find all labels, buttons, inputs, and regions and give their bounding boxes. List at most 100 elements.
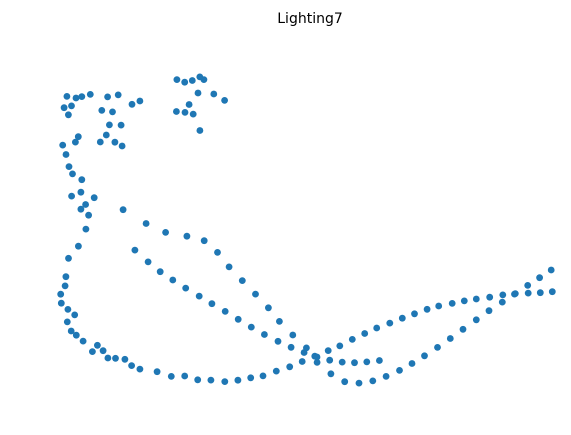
scatter-point: [142, 220, 150, 227]
scatter-point: [131, 246, 139, 254]
scatter-point: [195, 292, 203, 300]
scatter-point: [57, 299, 65, 307]
scatter-point: [77, 205, 85, 213]
scatter-point: [99, 347, 107, 355]
scatter-point: [119, 206, 127, 214]
scatter-point: [78, 93, 86, 100]
scatter-point: [188, 77, 196, 84]
scatter-point: [200, 237, 208, 245]
scatter-point: [104, 354, 112, 362]
scatter-point: [65, 254, 72, 262]
scatter-point: [326, 356, 334, 364]
scatter-point: [94, 341, 101, 349]
scatter-point: [234, 376, 242, 384]
scatter-point: [65, 111, 72, 119]
scatter-point: [185, 101, 193, 108]
scatter-point: [221, 308, 229, 315]
scatter-point: [448, 300, 456, 307]
scatter-point: [194, 376, 202, 384]
scatter-point: [173, 108, 180, 115]
scatter-point: [472, 295, 480, 303]
scatter-point: [74, 133, 82, 141]
scatter-point: [98, 107, 106, 114]
scatter-point: [272, 367, 280, 375]
scatter-point: [71, 311, 79, 319]
scatter-point: [69, 170, 76, 178]
scatter-point: [72, 94, 80, 102]
scatter-point: [300, 349, 308, 356]
scatter-point: [82, 201, 89, 208]
scatter-point: [376, 357, 383, 364]
scatter-point: [106, 121, 113, 129]
scatter-point: [189, 110, 197, 118]
scatter-point: [355, 379, 363, 387]
scatter-point: [348, 336, 356, 343]
scatter-point: [259, 372, 267, 380]
scatter-point: [194, 89, 202, 97]
scatter-point: [61, 282, 69, 290]
scatter-point: [460, 297, 468, 305]
scatter-point: [114, 91, 122, 99]
scatter-point: [221, 378, 229, 385]
scatter-point: [361, 330, 369, 337]
scatter-point: [75, 242, 82, 250]
scatter-points: [57, 73, 556, 387]
scatter-point: [111, 138, 119, 146]
scatter-point: [351, 359, 358, 367]
scatter-point: [396, 367, 403, 374]
scatter-point: [434, 344, 441, 351]
scatter-point: [336, 342, 344, 350]
scatter-point: [156, 268, 164, 276]
scatter-point: [324, 347, 332, 354]
scatter-point: [63, 93, 71, 100]
scatter-point: [536, 289, 544, 297]
scatter-point: [411, 310, 418, 318]
scatter-point: [265, 304, 272, 312]
scatter-point: [363, 358, 371, 366]
scatter-point: [62, 151, 70, 158]
scatter-point: [247, 323, 255, 331]
scatter-point: [128, 362, 136, 369]
scatter-point: [136, 97, 144, 105]
scatter-point: [274, 337, 282, 345]
scatter-point: [225, 263, 233, 271]
scatter-point: [298, 358, 306, 365]
scatter-point: [72, 138, 79, 146]
scatter-point: [221, 97, 229, 104]
scatter-point: [121, 355, 129, 363]
scatter-point: [498, 298, 506, 306]
scatter-point: [511, 290, 519, 297]
scatter-point: [276, 318, 283, 325]
scatter-point: [109, 108, 116, 116]
scatter-point: [59, 141, 67, 149]
scatter-point: [286, 363, 294, 371]
scatter-point: [162, 229, 170, 236]
scatter-point: [234, 315, 242, 323]
scatter-point: [247, 374, 255, 382]
scatter-point: [341, 378, 349, 386]
scatter-point: [72, 331, 80, 339]
scatter-point: [183, 232, 191, 240]
scatter-point: [536, 274, 543, 282]
scatter-point: [196, 127, 204, 134]
scatter-point: [89, 348, 96, 355]
scatter-point: [214, 249, 221, 256]
scatter-point: [136, 365, 144, 373]
scatter-point: [287, 343, 295, 351]
scatter-point: [79, 337, 87, 345]
scatter-point: [182, 284, 190, 292]
scatter-point: [102, 131, 110, 139]
scatter-point: [398, 314, 406, 322]
scatter-point: [63, 318, 71, 326]
scatter-point: [67, 327, 75, 335]
chart-title: Lighting7: [277, 11, 343, 27]
scatter-point: [117, 121, 125, 129]
scatter-point: [459, 325, 467, 333]
scatter-point: [369, 377, 377, 385]
scatter-point: [524, 282, 532, 289]
scatter-point: [313, 353, 321, 361]
scatter-point: [382, 373, 390, 380]
scatter-point: [77, 188, 85, 196]
scatter-point: [169, 276, 177, 284]
scatter-point: [524, 289, 532, 297]
